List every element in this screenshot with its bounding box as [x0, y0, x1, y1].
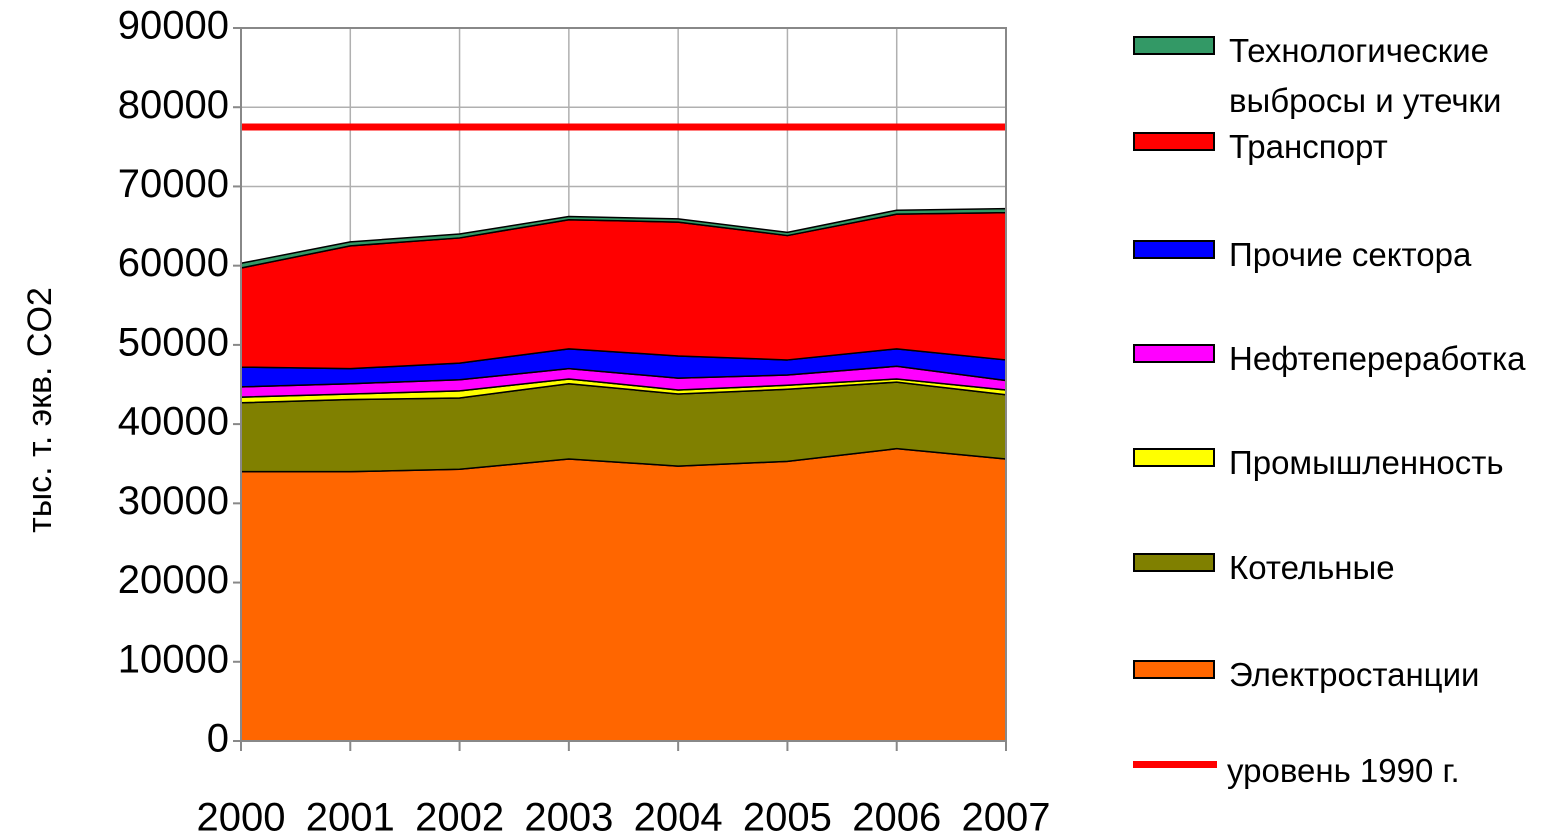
legend-item: Нефтепереработка [1133, 334, 1547, 384]
y-tick-label: 50000 [118, 320, 229, 364]
y-tick-label: 10000 [118, 637, 229, 681]
area [240, 447, 1007, 742]
x-tick-label: 2002 [415, 796, 504, 840]
y-tick-label: 0 [207, 717, 229, 761]
x-tick-label: 2001 [306, 796, 395, 840]
y-tick-label: 80000 [118, 83, 229, 127]
legend-item: Технологические выбросы и утечки [1133, 26, 1547, 126]
y-tick-label: 60000 [118, 241, 229, 285]
legend-label: Котельные [1229, 549, 1395, 586]
legend-swatch [1133, 240, 1215, 259]
y-tick-label: 30000 [118, 479, 229, 523]
y-tick-label: 70000 [118, 162, 229, 206]
legend-swatch [1133, 448, 1215, 467]
legend-item: Электростанции [1133, 650, 1547, 700]
plot-border [240, 27, 1007, 742]
legend-swatch [1133, 132, 1215, 151]
legend-swatch [1133, 553, 1215, 572]
y-tick-label: 20000 [118, 558, 229, 602]
legend-label: уровень 1990 г. [1227, 752, 1460, 789]
legend-item: уровень 1990 г. [1133, 746, 1547, 796]
legend-item: Промышленность [1133, 438, 1547, 488]
legend-label: Нефтепереработка [1229, 340, 1526, 377]
legend-label: Прочие сектора [1229, 236, 1472, 273]
legend-line [1133, 761, 1217, 768]
legend-swatch [1133, 36, 1215, 55]
x-tick-label: 2004 [634, 796, 723, 840]
x-tick-label: 2007 [962, 796, 1051, 840]
legend-label: Промышленность [1229, 444, 1504, 481]
y-tick-label: 90000 [118, 4, 229, 48]
x-tick-label: 2005 [743, 796, 832, 840]
legend-swatch [1133, 344, 1215, 363]
legend-label: Транспорт [1229, 128, 1388, 165]
x-tick-label: 2000 [197, 796, 286, 840]
x-tick-label: 2006 [852, 796, 941, 840]
y-axis-title: тыс. т. экв. CO2 [21, 287, 59, 533]
x-tick-label: 2003 [524, 796, 613, 840]
legend-swatch [1133, 660, 1215, 679]
y-tick-label: 40000 [118, 400, 229, 444]
legend-label: Технологические выбросы и утечки [1229, 32, 1502, 119]
legend-label: Электростанции [1229, 656, 1480, 693]
legend-item: Транспорт [1133, 122, 1547, 172]
legend-item: Котельные [1133, 543, 1547, 593]
legend-item: Прочие сектора [1133, 230, 1547, 280]
